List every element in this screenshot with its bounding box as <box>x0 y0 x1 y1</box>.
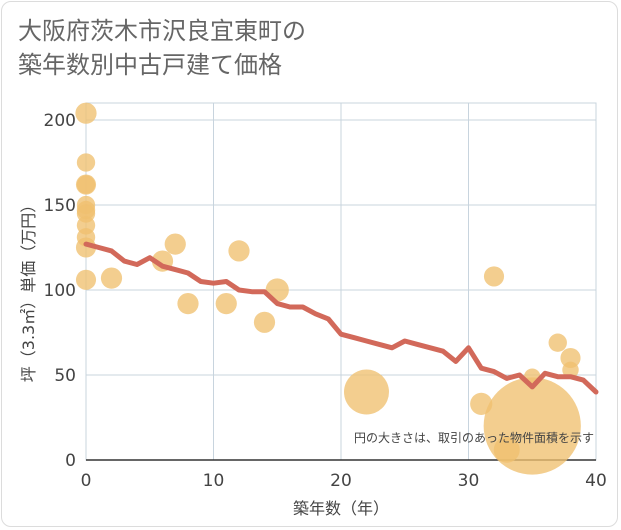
x-tick-label: 20 <box>330 471 352 491</box>
x-tick-label: 0 <box>81 471 92 491</box>
bubble-point <box>483 377 581 475</box>
tick-labels: 0 10 20 30 40 0 50 100 150 200 <box>44 111 607 491</box>
y-axis-label: 坪（3.3㎡）単価（万円） <box>19 197 38 382</box>
y-tick-label: 200 <box>44 111 76 131</box>
x-tick-label: 30 <box>458 471 480 491</box>
bubble-point <box>100 267 123 289</box>
bubble-point <box>75 102 97 124</box>
bubble-point <box>164 233 186 255</box>
bubble-point <box>253 311 276 333</box>
bubble-point <box>76 153 96 172</box>
bubble-point <box>548 333 567 352</box>
bubble-point <box>76 175 96 194</box>
bubble-point <box>177 292 199 315</box>
y-tick-label: 0 <box>65 451 76 471</box>
bubble-series <box>75 102 581 475</box>
chart-title-line1: 大阪府茨木市沢良宜東町の <box>18 17 306 45</box>
x-axis-label: 築年数（年） <box>293 499 389 518</box>
bubble-point <box>75 237 97 258</box>
chart-title-line2: 築年数別中古戸建て価格 <box>18 51 282 79</box>
y-tick-label: 150 <box>44 196 76 216</box>
trend-line <box>83 241 599 395</box>
bubble-point <box>560 347 581 369</box>
size-note: 円の大きさは、取引のあった物件面積を示す <box>354 430 594 445</box>
bubble-point <box>228 240 250 262</box>
chart-title: 大阪府茨木市沢良宜東町の 築年数別中古戸建て価格 <box>18 14 306 82</box>
trend-line-series <box>83 241 599 395</box>
x-tick-label: 10 <box>203 471 225 491</box>
bubble-point <box>75 269 97 290</box>
y-tick-label: 100 <box>44 281 76 301</box>
bubble-point <box>562 361 579 379</box>
x-tick-label: 40 <box>585 471 607 491</box>
y-tick-label: 50 <box>54 366 76 386</box>
bubble-point <box>215 292 237 315</box>
bubble-point <box>344 369 389 415</box>
bubble-point <box>483 266 505 287</box>
